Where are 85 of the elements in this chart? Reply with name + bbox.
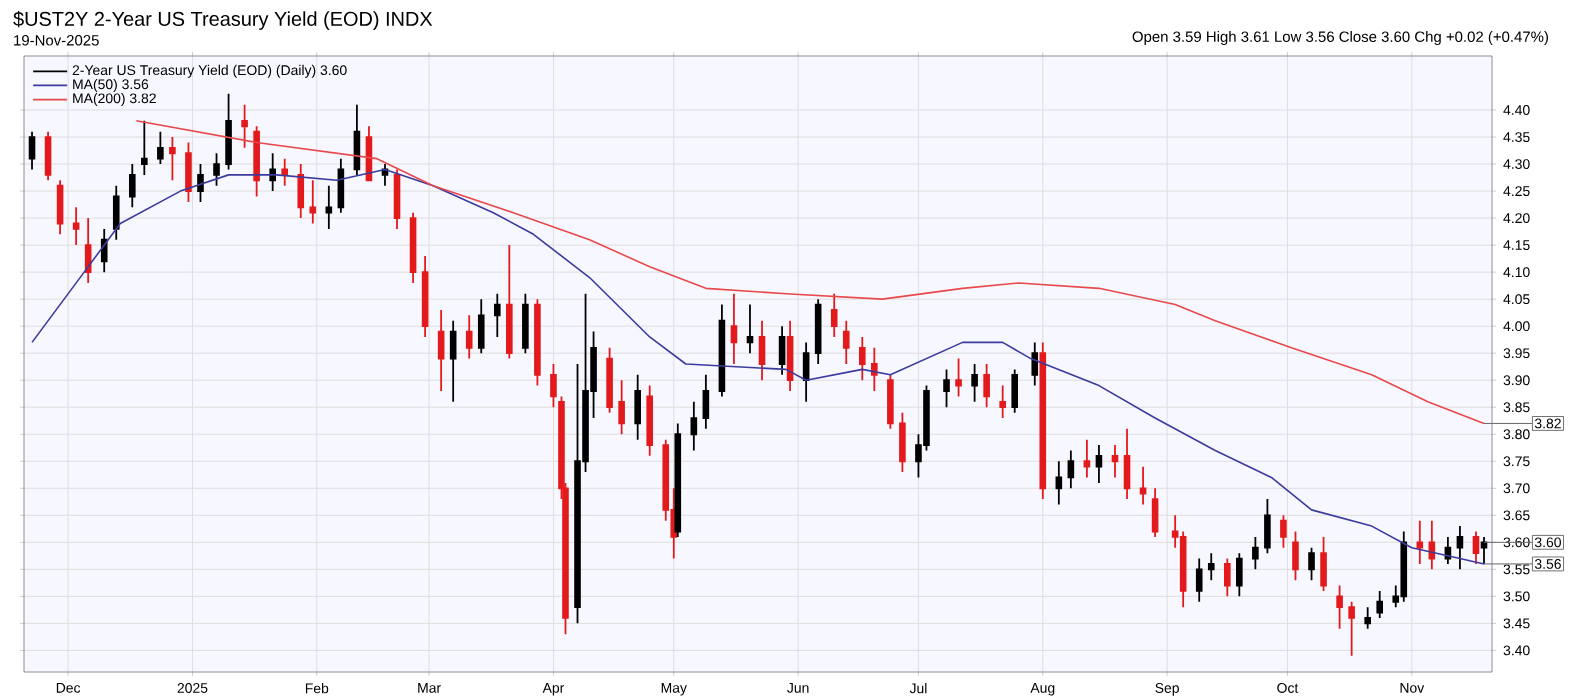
candlestick [1400,530,1408,603]
candlestick [309,179,317,225]
candlestick [1083,438,1091,479]
candlestick [213,152,220,187]
candlestick [842,319,850,365]
candlestick [281,157,289,187]
candlestick [506,244,513,360]
candlestick [112,184,120,241]
candlestick [141,119,148,176]
candlestick [618,379,625,436]
candlestick [1195,557,1203,603]
candlestick [746,303,754,355]
candlestick [1039,341,1047,500]
candlestick [1031,341,1039,387]
candlestick [943,368,950,409]
candlestick [1067,449,1075,490]
candlestick [802,341,810,403]
candlestick [1151,487,1159,538]
candlestick [550,363,557,409]
candlestick [1123,427,1131,500]
candlestick [1472,530,1480,565]
candlestick [128,163,136,209]
candlestick [999,384,1006,419]
candlestick [899,411,906,473]
candlestick [225,92,232,171]
candlestick [393,168,401,230]
candlestick [477,298,485,355]
candlestick [786,319,794,392]
candlestick [1095,444,1103,484]
candlestick [353,103,361,176]
candlestick [157,130,164,165]
candlestick [674,422,682,538]
candlestick [1111,444,1119,479]
candlestick [185,141,192,203]
candlestick [758,319,766,382]
candlestick [983,363,990,409]
candlestick [1264,498,1271,555]
candlestick [493,292,501,338]
candlestick [730,292,738,365]
line-series [31,168,1485,565]
candlestick [1207,552,1215,582]
candlestick [421,255,429,338]
candlestick [1252,536,1259,571]
candlestick [1280,514,1287,549]
candlestick [606,346,613,414]
candlestick [646,384,654,457]
candlestick [702,373,710,430]
candlestick [690,400,698,452]
candlestick [44,130,52,182]
candlestick [858,336,866,382]
candlestick [887,373,894,430]
candlestick [297,163,305,219]
candlestick [449,319,457,403]
candlestick [1364,606,1371,630]
candlestick [1376,590,1384,619]
chart-title: $UST2Y 2-Year US Treasury Yield (EOD) INDX [13,11,433,30]
candlestick [522,292,529,355]
candlestick [718,303,726,398]
candlestick [1139,465,1147,506]
candlestick [56,179,64,236]
candlestick [1480,536,1488,565]
candlestick [325,184,333,230]
candlestick [1223,557,1231,598]
candlestick [830,292,838,338]
candlestick [1292,530,1299,582]
candlestick [253,125,260,198]
candlestick [778,325,786,376]
candlestick [409,211,417,284]
candlestick [1416,519,1424,565]
candlestick [534,298,541,387]
candlestick [814,298,822,365]
candlestick [971,363,978,403]
candlestick [28,130,36,171]
candlestick [1456,525,1464,571]
candlestick [1308,546,1315,582]
candlestick [1236,552,1243,598]
candlestick [1011,368,1019,414]
candlestick [72,206,80,247]
candlestick [1055,460,1063,506]
candlestick [1348,600,1355,657]
candlestick [465,314,473,360]
candlestick [1320,536,1327,592]
candlestick [437,309,445,392]
candlestick [634,373,641,441]
line-series [135,120,1485,425]
